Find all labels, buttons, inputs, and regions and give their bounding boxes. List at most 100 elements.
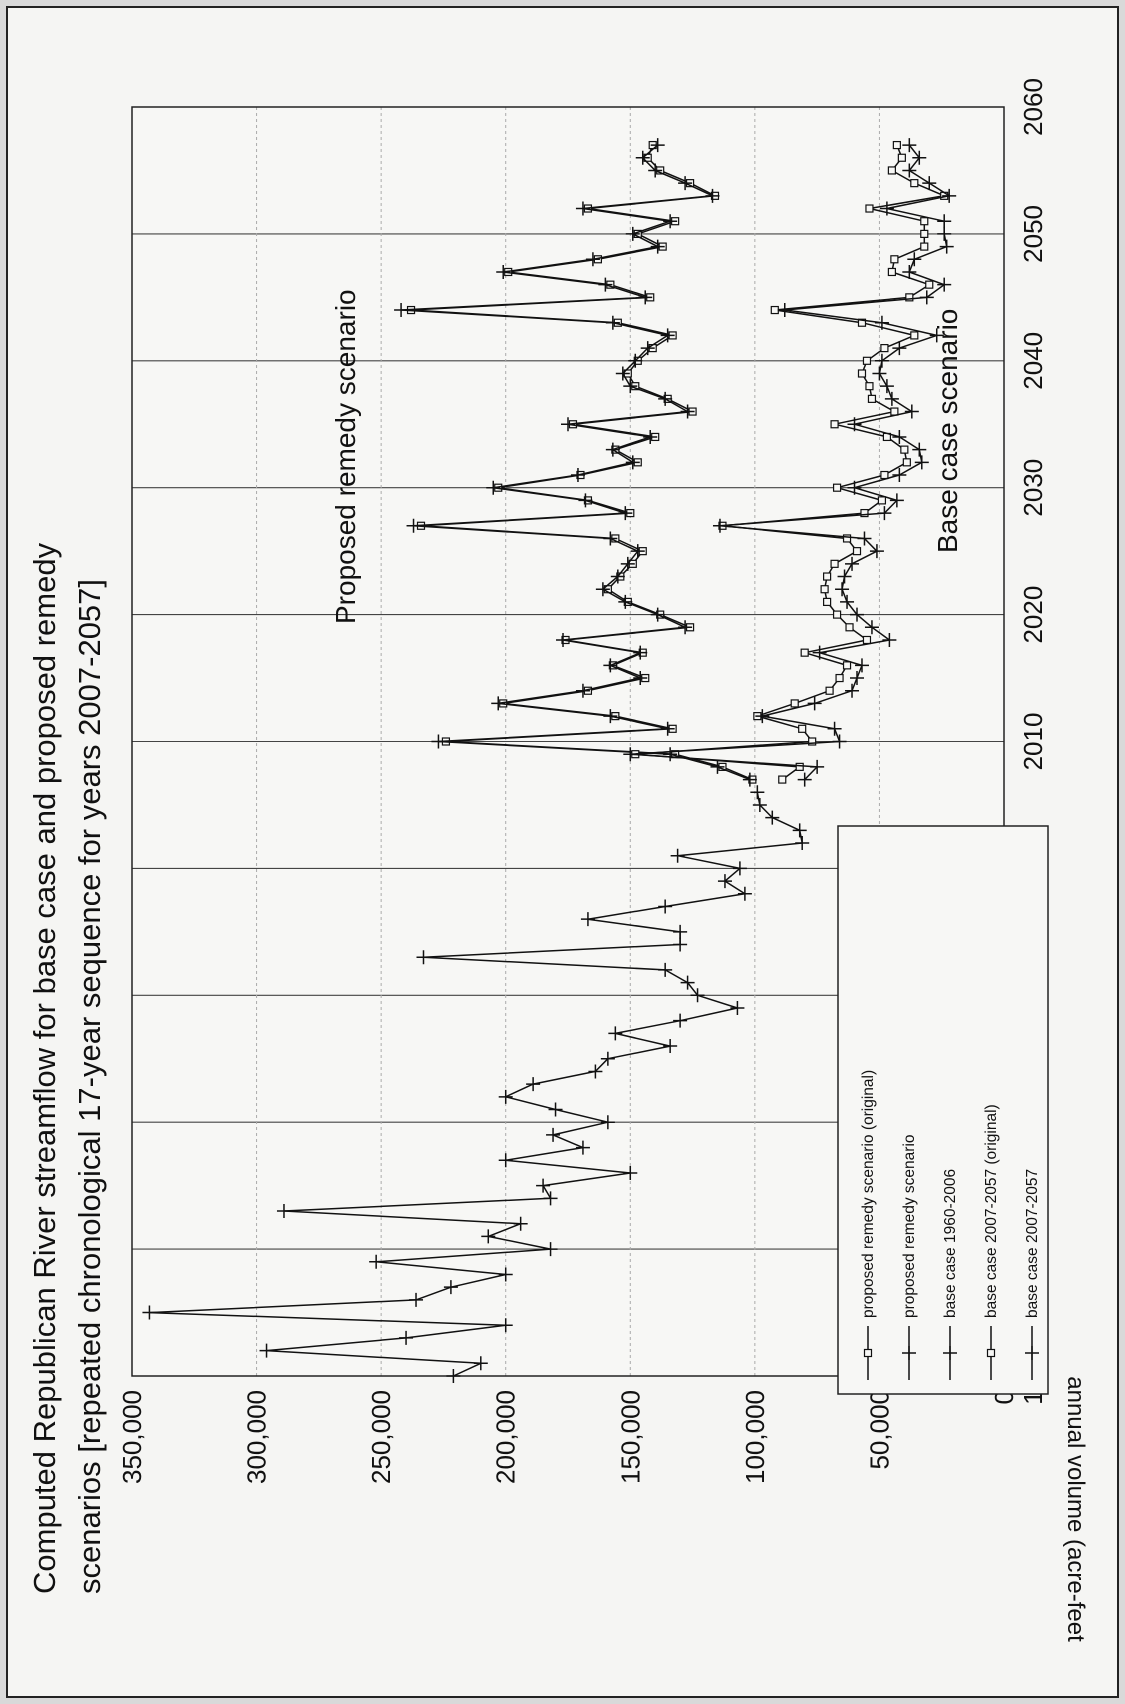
- data-point: [595, 582, 610, 597]
- legend-label: base case 1960-2006: [942, 1169, 959, 1318]
- data-point: [663, 214, 678, 229]
- x-tick-label: 2060: [1018, 78, 1048, 136]
- data-point: [830, 559, 839, 568]
- data-point: [142, 1305, 157, 1320]
- data-point: [446, 1369, 461, 1383]
- data-point: [608, 1026, 623, 1041]
- data-point: [615, 366, 630, 381]
- data-point: [867, 394, 877, 403]
- legend-item: base case 2007-2057 (original): [983, 1104, 1000, 1380]
- data-point: [633, 645, 648, 660]
- data-point: [526, 1077, 541, 1092]
- data-point: [807, 696, 822, 711]
- data-point: [600, 1051, 615, 1066]
- data-point: [650, 607, 665, 622]
- data-point: [259, 1343, 274, 1358]
- data-point: [847, 417, 862, 432]
- data-point: [765, 810, 780, 825]
- data-point: [827, 721, 842, 736]
- data-point: [650, 239, 665, 254]
- data-point: [690, 988, 705, 1003]
- data-point: [536, 1178, 551, 1193]
- data-point: [588, 1064, 603, 1079]
- data-point: [857, 531, 872, 546]
- chart-title: Computed Republican River streamflow for…: [27, 542, 62, 1594]
- data-point: [812, 645, 827, 660]
- legend: proposed remedy scenario (original) propo…: [837, 825, 1049, 1395]
- data-point: [902, 163, 917, 178]
- data-point: [648, 163, 663, 178]
- proposed-remedy-annotation: Proposed remedy scenario: [330, 289, 361, 624]
- legend-marker: [943, 1346, 957, 1360]
- data-point: [603, 531, 618, 546]
- data-point: [892, 341, 907, 356]
- series-2: [394, 138, 757, 787]
- data-point: [678, 620, 693, 635]
- series-layer: [142, 138, 957, 1383]
- legend-label: proposed remedy scenario (original): [860, 1070, 877, 1318]
- data-point: [879, 379, 894, 394]
- data-point: [880, 470, 889, 480]
- data-point: [658, 899, 673, 914]
- data-point: [630, 544, 645, 559]
- data-point: [399, 1330, 414, 1345]
- data-point: [937, 277, 952, 292]
- data-point: [496, 264, 511, 279]
- base-case-annotation: Base case scenario: [932, 309, 963, 553]
- data-point: [603, 709, 618, 724]
- data-point: [920, 217, 929, 226]
- plot-border: [131, 106, 1005, 1377]
- data-point: [680, 975, 695, 990]
- data-point: [750, 785, 765, 800]
- data-point: [795, 762, 804, 771]
- data-point: [777, 303, 792, 318]
- data-point: [914, 455, 929, 470]
- data-point: [610, 569, 625, 584]
- data-point: [919, 290, 934, 305]
- data-point: [842, 661, 852, 670]
- data-point: [778, 775, 787, 784]
- data-point: [835, 582, 850, 597]
- data-point: [904, 404, 919, 419]
- y-tick-label: 50,000: [864, 1390, 894, 1470]
- data-point: [864, 620, 879, 635]
- legend-label: proposed remedy scenario: [901, 1134, 918, 1318]
- data-point: [513, 1216, 528, 1231]
- data-point: [620, 556, 635, 571]
- x-tick-label: 2030: [1018, 459, 1048, 517]
- data-point: [640, 341, 655, 356]
- y-tick-label: 200,000: [491, 1390, 521, 1484]
- data-point: [409, 1292, 424, 1307]
- data-point: [832, 483, 842, 492]
- data-point: [605, 315, 620, 330]
- data-point: [660, 721, 675, 736]
- data-point: [884, 391, 899, 406]
- data-point: [598, 277, 613, 292]
- data-point: [830, 420, 839, 429]
- data-point: [937, 214, 952, 229]
- data-point: [920, 242, 929, 251]
- legend-marker: [1025, 1346, 1039, 1360]
- data-point: [823, 597, 832, 607]
- data-point: [623, 747, 638, 762]
- data-point: [862, 356, 872, 365]
- data-point: [912, 442, 927, 457]
- y-tick-label: 350,000: [117, 1390, 147, 1484]
- data-point: [845, 683, 860, 698]
- data-point: [543, 1191, 558, 1206]
- data-point: [852, 547, 862, 556]
- data-point: [705, 188, 720, 203]
- data-point: [882, 632, 897, 647]
- data-point: [854, 658, 869, 673]
- data-point: [650, 138, 665, 153]
- data-point: [892, 429, 907, 444]
- data-point: [865, 204, 874, 213]
- data-point: [670, 848, 685, 863]
- data-point: [491, 696, 506, 711]
- data-point: [625, 226, 640, 241]
- data-point: [618, 506, 633, 521]
- data-point: [820, 585, 829, 594]
- data-point: [546, 1127, 561, 1142]
- data-point: [890, 407, 899, 416]
- legend-item: proposed remedy scenario (original): [860, 1070, 877, 1380]
